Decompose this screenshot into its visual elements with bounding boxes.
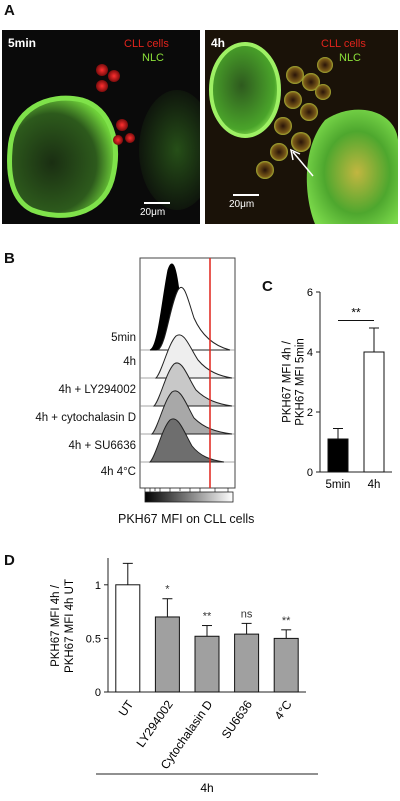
x-tick-label: UT — [116, 697, 137, 719]
y-tick-label: 0.5 — [86, 633, 101, 645]
x-tick-label: 4°C — [272, 697, 295, 722]
significance-label: ** — [203, 611, 212, 623]
y-axis-label: PKH67 MFI 4h / PKH67 MFI 5min — [282, 338, 307, 426]
y-axis-label-line: PKH67 MFI 4h / — [50, 584, 62, 667]
scale-bar — [144, 202, 170, 204]
y-tick-label: 4 — [307, 347, 313, 359]
x-tick-label: 5min — [326, 479, 351, 491]
x-tick-label: SU6636 — [219, 697, 256, 741]
panel-a-letter: A — [4, 2, 15, 19]
legend-cll-cells: CLL cells — [124, 38, 169, 50]
histogram-frame — [139, 257, 236, 489]
microscopy-4h-art — [205, 30, 398, 224]
intensity-gradient-bar — [144, 491, 234, 503]
flow-condition-label: 4h + LY294002 — [58, 384, 137, 396]
y-axis-label-line: PKH67 MFI 5min — [295, 338, 307, 426]
flow-xlabel: PKH67 MFI on CLL cells — [118, 512, 255, 526]
y-tick-label: 0 — [95, 687, 101, 699]
y-axis-label-line: PKH67 MFI 4h / — [282, 340, 294, 423]
bar — [154, 616, 180, 693]
group-label: 4h — [200, 781, 213, 795]
y-axis-label-line: PKH67 MFI 4h UT — [64, 579, 76, 673]
flow-condition-label: 4h + cytochalasin D — [35, 412, 136, 424]
histogram-4c — [148, 418, 225, 463]
bar — [273, 637, 299, 693]
image-time-label: 4h — [211, 36, 226, 50]
panel-b-letter: B — [4, 250, 15, 267]
flow-condition-label: 4h — [123, 356, 136, 368]
significance-label: ns — [241, 608, 253, 620]
significance-label: ** — [351, 306, 361, 320]
legend-nlc: NLC — [339, 52, 362, 64]
scale-bar-label: 20μm — [229, 199, 255, 210]
significance-label: ** — [282, 615, 291, 627]
panel-d-letter: D — [4, 552, 15, 569]
flow-condition-label: 4h 4°C — [100, 466, 136, 478]
legend-nlc: NLC — [142, 52, 165, 64]
panel-c-letter: C — [262, 278, 273, 295]
x-tick-label: LY294002 — [134, 697, 177, 749]
y-tick-label: 2 — [307, 407, 313, 419]
bar — [234, 633, 260, 693]
microscopy-5min-art — [7, 64, 200, 218]
scale-bar — [233, 194, 259, 196]
y-tick-label: 1 — [95, 580, 101, 592]
image-time-label: 5min — [8, 36, 37, 50]
flow-condition-label: 4h + SU6636 — [68, 440, 136, 452]
flow-condition-label: 5min — [111, 332, 136, 344]
legend-cll-cells: CLL cells — [321, 38, 366, 50]
microscopy-image-5min: 5min CLL cells NLC 20μm — [2, 30, 200, 224]
bar — [194, 635, 220, 693]
scale-bar-label: 20μm — [140, 207, 166, 218]
histogram-4h — [156, 287, 231, 351]
y-axis-label: PKH67 MFI 4h / PKH67 MFI 4h UT — [50, 579, 76, 673]
x-tick-label: 4h — [368, 479, 381, 491]
microscopy-image-4h: 4h CLL cells NLC 20μm — [205, 30, 398, 224]
y-tick-label: 6 — [307, 287, 313, 299]
significance-label: * — [165, 584, 170, 596]
y-tick-label: 0 — [307, 467, 313, 479]
bar — [115, 584, 141, 693]
